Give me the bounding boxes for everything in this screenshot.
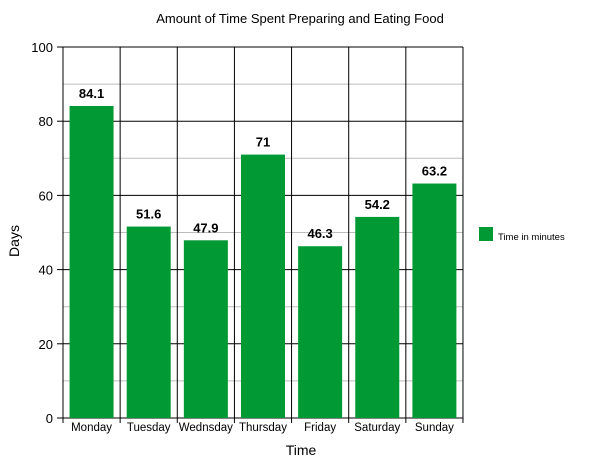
bar bbox=[240, 154, 285, 418]
data-label: 47.9 bbox=[193, 220, 218, 235]
axes: 0 20 40 60 80 100 Monday Tuesday Wednsday Thursda… bbox=[31, 40, 464, 434]
y-tick-label: 0 bbox=[46, 411, 53, 426]
data-label: 46.3 bbox=[307, 226, 332, 241]
bar bbox=[183, 240, 228, 418]
legend-swatch bbox=[479, 227, 493, 241]
x-axis-title: Time bbox=[286, 442, 317, 458]
x-tick-label: Sunday bbox=[415, 422, 454, 434]
bar bbox=[69, 105, 114, 418]
y-tick-label: 60 bbox=[39, 188, 53, 203]
data-label: 63.2 bbox=[422, 164, 447, 179]
data-label: 54.2 bbox=[365, 197, 390, 212]
x-tick-label: Monday bbox=[71, 422, 112, 434]
bar bbox=[298, 246, 343, 418]
bars: 84.1 51.6 47.9 71 46.3 54.2 63.2 bbox=[69, 86, 457, 418]
legend-label: Time in minutes bbox=[498, 232, 565, 243]
y-tick-label: 40 bbox=[39, 263, 53, 278]
y-axis-title: Days bbox=[6, 225, 22, 257]
x-tick-label: Tuesday bbox=[127, 422, 171, 434]
bar bbox=[126, 226, 171, 418]
legend: Time in minutes bbox=[479, 227, 565, 243]
data-label: 71 bbox=[256, 135, 270, 150]
y-tick-label: 20 bbox=[39, 337, 53, 352]
x-tick-label: Wednsday bbox=[179, 422, 233, 434]
bar bbox=[412, 183, 457, 418]
chart-title: Amount of Time Spent Preparing and Eatin… bbox=[156, 11, 444, 26]
data-label: 51.6 bbox=[136, 207, 161, 222]
bar bbox=[355, 216, 400, 418]
x-tick-label: Thursday bbox=[239, 422, 287, 434]
x-tick-label: Saturday bbox=[354, 422, 400, 434]
y-tick-label: 80 bbox=[39, 114, 53, 129]
x-tick-label: Friday bbox=[304, 422, 336, 434]
data-label: 84.1 bbox=[79, 86, 104, 101]
y-tick-label: 100 bbox=[31, 40, 53, 55]
